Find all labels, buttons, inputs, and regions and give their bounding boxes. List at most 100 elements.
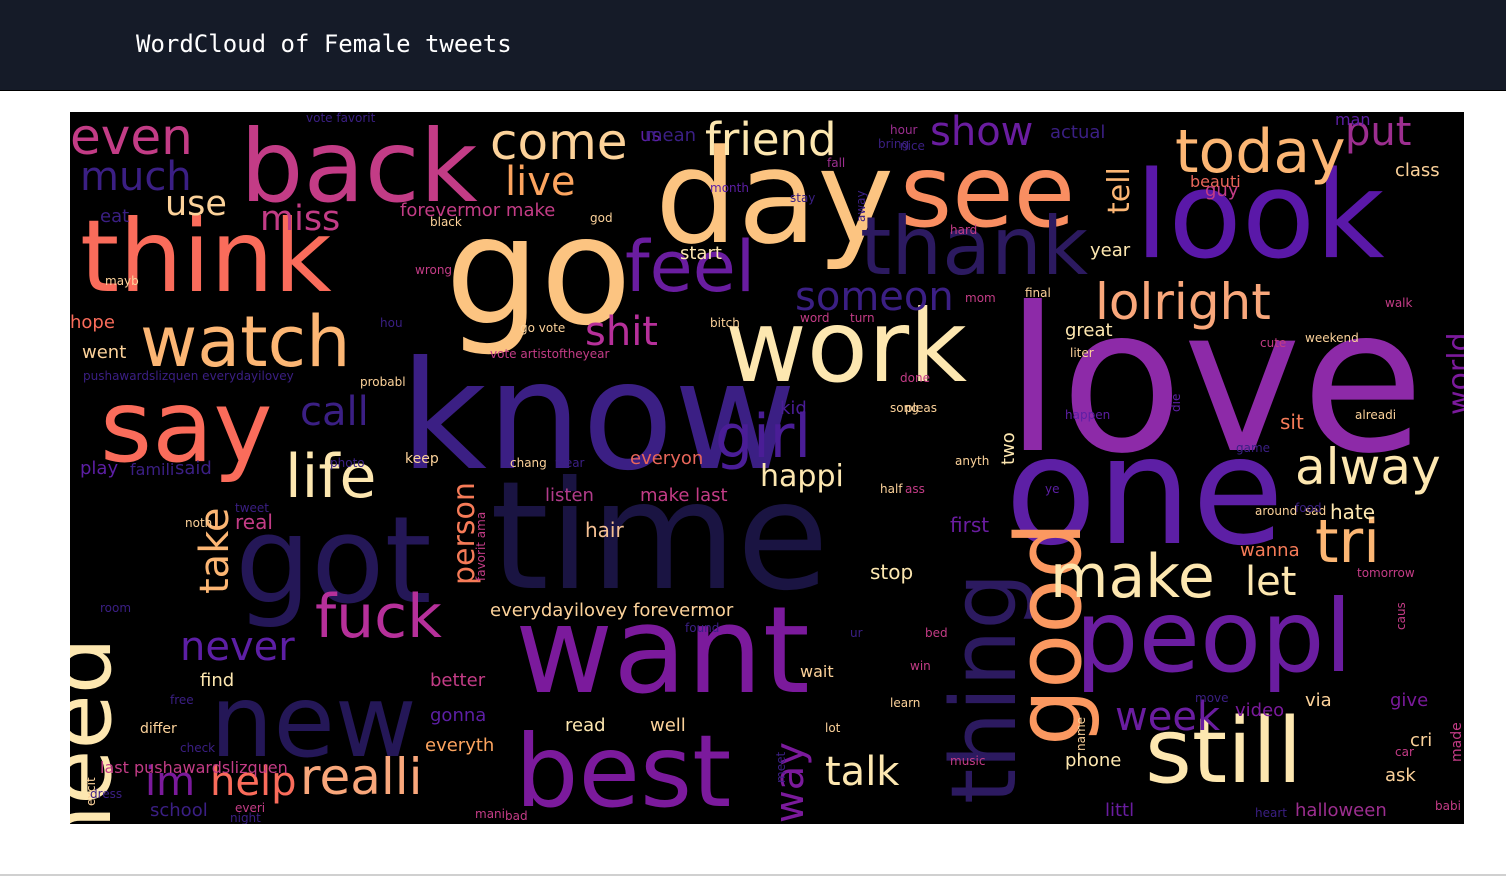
word-world: world [1442,331,1464,415]
word-move: move [1195,691,1229,705]
word-well: well [650,715,686,736]
word-tomorrow: tomorrow [1357,566,1415,580]
word-one: one [1005,405,1285,579]
word-stay: stay [790,191,816,205]
word-littl: littl [1105,800,1135,821]
word-go-vote: go vote [520,321,566,335]
word-ye: ye [1045,482,1060,496]
word-game: game [1236,441,1271,455]
word-watch: watch [140,301,351,383]
word-vote-artistoftheyear: vote artistoftheyear [490,347,610,361]
word-fall: fall [827,156,846,170]
word-song: song [890,401,919,415]
word-live: live [505,159,576,205]
word-call: call [300,389,369,435]
word-everydayilovey-forevermor: everydayilovey forevermor [490,600,734,621]
word-play: play [80,458,119,479]
word-find: find [200,670,235,691]
word-die: die [1169,393,1183,413]
word-make: make [1050,542,1215,612]
word-alway: alway [1295,438,1441,496]
word-friend: friend [705,113,837,166]
word-anyth: anyth [955,454,990,468]
word-chang: chang [510,456,547,470]
word-say: say [100,368,273,485]
word-everyth: everyth [425,735,495,756]
word-wear: wear [555,456,585,470]
word-life: life [285,442,377,512]
word-wanna: wanna [1240,540,1300,561]
word-photo: photo [330,456,365,470]
word-thank: thank [860,200,1089,293]
word-much: much [80,154,192,200]
word-halloween: halloween [1295,800,1387,821]
word-even: even [70,112,193,166]
word-shit: shit [585,309,658,355]
word-got: got [235,492,432,631]
word-dress: dress [90,787,123,801]
word-hope: hope [70,312,115,333]
word-final: final [1025,286,1051,300]
word-ass: ass [905,482,925,496]
word-found: found [685,621,720,635]
word-gonna: gonna [430,705,487,726]
word-noth: noth [185,516,213,530]
word-caus: caus [1394,601,1408,630]
word-tweet: tweet [235,501,269,515]
word-come: come [490,113,628,171]
word-via: via [1305,690,1332,711]
word-put: put [1345,112,1412,155]
word-beauti: beauti [1190,172,1241,191]
word-black: black [430,215,462,229]
word-name: name [1074,717,1088,752]
word-school: school [150,800,208,821]
word-meet: meet [774,751,788,784]
word-nice: nice [900,139,925,153]
word-sad: sad [1305,504,1327,518]
word-still: still [1145,699,1303,804]
word-bring: bring [878,137,910,151]
word-lolright: lolright [1095,273,1271,331]
word-know: know [400,330,797,504]
word-went: went [82,342,127,363]
word-kid: kid [780,398,807,419]
word-phone: phone [1065,750,1122,771]
word-help: help [210,759,297,805]
word-time: time [490,450,829,624]
word-go: go [445,185,632,359]
word-see: see [900,133,1076,250]
word-new: new [210,663,417,780]
word-miss: miss [260,199,341,239]
word-wait: wait [800,662,834,681]
word-probabl: probabl [360,375,406,389]
word-keep: keep [405,451,439,467]
word-win: win [910,659,931,673]
word-year: year [1090,240,1131,261]
word-pleas: pleas [905,401,937,415]
word-hate: hate [1330,500,1376,524]
word-back: back [240,112,478,225]
word-two: two [998,431,1019,465]
word-happi: happi [760,459,844,494]
word-sit: sit [1280,410,1304,434]
word-real: real [235,510,273,534]
word-stop: stop [870,560,914,584]
word-bed: bed [925,626,948,640]
word-man: man [1335,112,1371,129]
word-wrong: wrong [415,263,453,277]
word-never: never [180,624,295,670]
word-alreadi: alreadi [1355,408,1397,422]
word-bitch: bitch [710,316,740,330]
divider [0,874,1506,876]
word-hair: hair [585,518,624,542]
word-im: im [145,759,196,805]
word-forevermor-make: forevermor make [400,200,556,221]
word-weekend: weekend [1305,331,1359,345]
word-mani: mani [475,807,505,821]
word-month: month [710,181,749,195]
word-work: work [725,288,967,405]
word-peopl: peopl [1075,578,1353,695]
word-lot: lot [825,721,841,735]
word-guy: guy [1205,180,1239,201]
word-better: better [430,670,486,691]
